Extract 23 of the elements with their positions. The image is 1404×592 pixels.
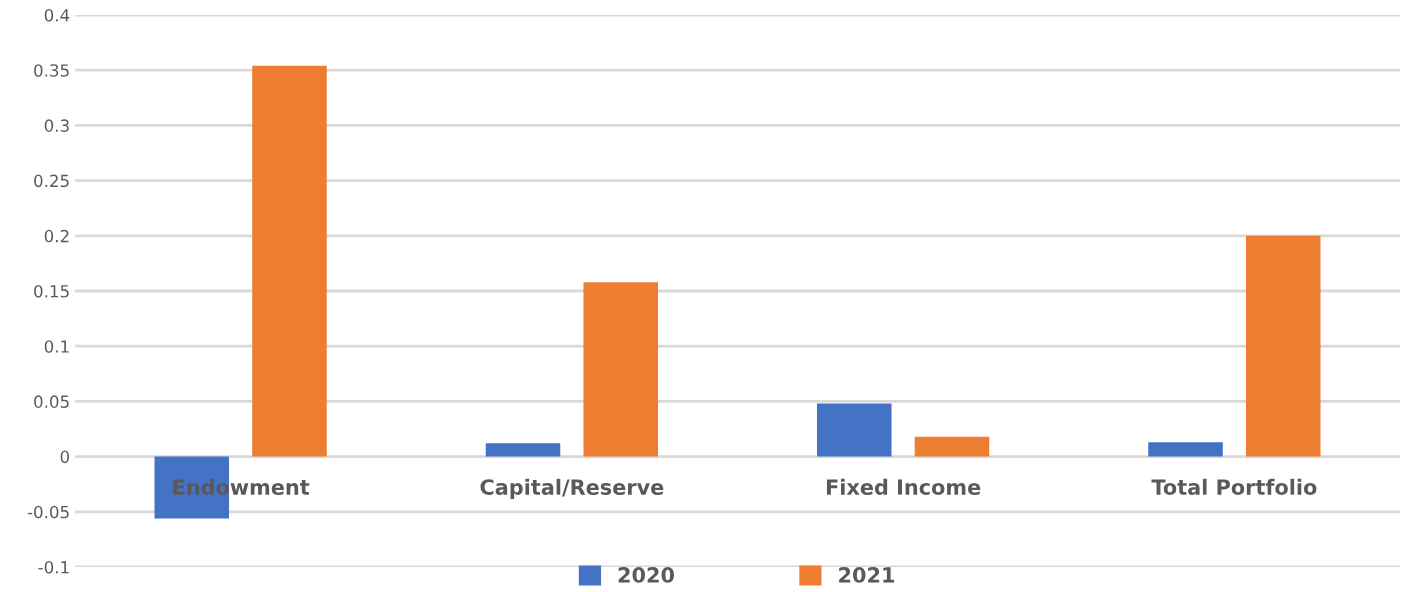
y-tick-label: 0.2	[44, 229, 69, 243]
bar	[817, 403, 892, 457]
bar	[583, 282, 658, 457]
y-tick-label: -0.1	[38, 560, 69, 574]
legend-label: 2021	[839, 567, 895, 583]
legend-label: 2020	[618, 567, 675, 583]
bar	[252, 65, 327, 457]
y-tick-label: 0.35	[34, 64, 69, 77]
x-tick-label: Capital/Reserve	[480, 478, 664, 499]
y-tick-label: 0.3	[44, 119, 69, 132]
bar	[1245, 235, 1321, 457]
y-tick-label: 0.4	[44, 8, 70, 22]
x-tick-label: Fixed Income	[826, 478, 981, 495]
y-tick-label: -0.05	[27, 505, 69, 519]
y-tick-label: 0.25	[34, 174, 69, 188]
y-tick-label: 0.05	[34, 395, 69, 408]
bar	[914, 436, 990, 457]
y-tick-label: 0.15	[34, 284, 69, 298]
x-tick-label: Total Portfolio	[1151, 478, 1317, 495]
y-tick-label: 0.1	[44, 340, 69, 353]
bar	[485, 443, 561, 457]
y-tick-label: 0	[60, 450, 70, 464]
bar	[1148, 442, 1223, 457]
